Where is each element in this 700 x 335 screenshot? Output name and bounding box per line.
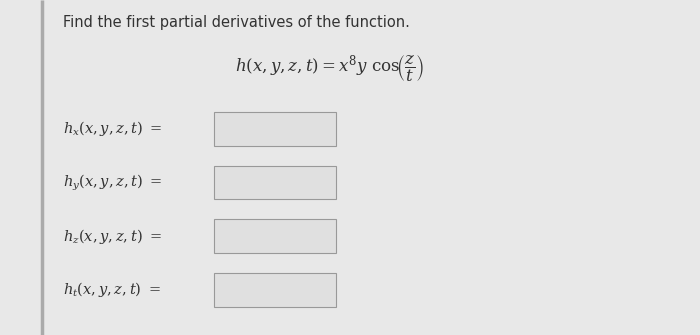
Text: $h_{x}(x, y, z, t)\ =$: $h_{x}(x, y, z, t)\ =$ (63, 120, 162, 138)
Text: Find the first partial derivatives of the function.: Find the first partial derivatives of th… (63, 15, 410, 30)
Bar (214, 112, 336, 146)
Text: $h_{t}(x, y, z, t)\ =$: $h_{t}(x, y, z, t)\ =$ (63, 280, 161, 299)
Text: $h(x, y, z, t) = x^{8}y\ \mathrm{cos}\!\left(\dfrac{z}{t}\right)$: $h(x, y, z, t) = x^{8}y\ \mathrm{cos}\!\… (234, 54, 424, 84)
Bar (214, 273, 336, 307)
Text: $h_{z}(x, y, z, t)\ =$: $h_{z}(x, y, z, t)\ =$ (63, 227, 162, 246)
Bar (214, 219, 336, 253)
Text: $h_{y}(x, y, z, t)\ =$: $h_{y}(x, y, z, t)\ =$ (63, 173, 162, 193)
Bar (214, 166, 336, 199)
